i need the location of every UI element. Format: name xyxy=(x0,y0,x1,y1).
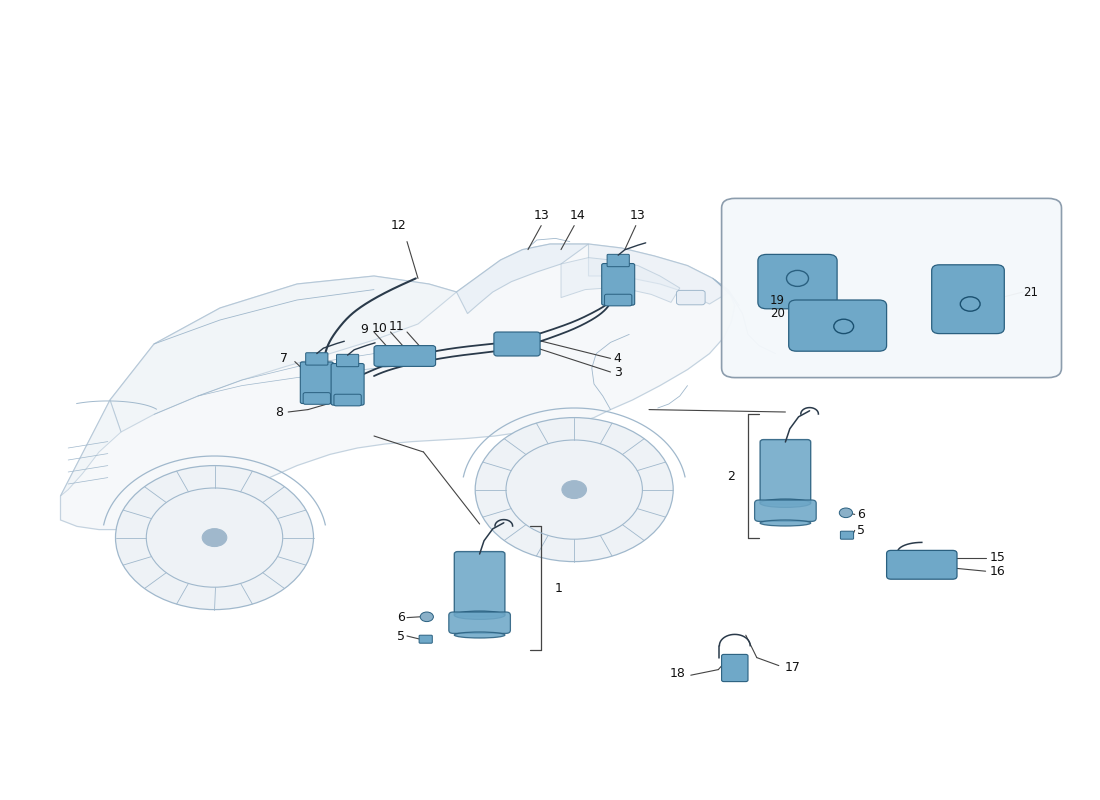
Text: 20: 20 xyxy=(770,307,785,320)
Text: 5: 5 xyxy=(397,630,405,642)
FancyBboxPatch shape xyxy=(494,332,540,356)
FancyBboxPatch shape xyxy=(449,612,510,634)
Text: 21: 21 xyxy=(1023,286,1038,298)
Circle shape xyxy=(839,508,853,518)
FancyBboxPatch shape xyxy=(722,654,748,682)
Text: 14: 14 xyxy=(570,210,585,222)
Text: 1: 1 xyxy=(554,582,562,594)
Text: 16: 16 xyxy=(990,565,1005,578)
FancyBboxPatch shape xyxy=(331,363,364,405)
Text: 6: 6 xyxy=(857,508,865,521)
FancyBboxPatch shape xyxy=(334,394,361,406)
Polygon shape xyxy=(456,244,588,314)
Circle shape xyxy=(562,481,586,498)
FancyBboxPatch shape xyxy=(755,500,816,522)
Polygon shape xyxy=(60,244,735,530)
FancyBboxPatch shape xyxy=(676,290,705,305)
Text: 4: 4 xyxy=(614,352,622,365)
FancyBboxPatch shape xyxy=(337,354,359,366)
Polygon shape xyxy=(588,244,729,304)
FancyBboxPatch shape xyxy=(605,294,631,306)
Text: 15: 15 xyxy=(990,551,1005,564)
Text: 3: 3 xyxy=(614,366,622,378)
Polygon shape xyxy=(110,276,456,432)
FancyBboxPatch shape xyxy=(419,635,432,643)
FancyBboxPatch shape xyxy=(300,362,333,403)
Circle shape xyxy=(202,529,227,546)
FancyBboxPatch shape xyxy=(932,265,1004,334)
FancyBboxPatch shape xyxy=(454,552,505,616)
FancyBboxPatch shape xyxy=(840,531,854,539)
FancyBboxPatch shape xyxy=(607,254,629,266)
Text: 18: 18 xyxy=(670,667,685,680)
FancyBboxPatch shape xyxy=(602,263,635,305)
Text: 6: 6 xyxy=(397,611,405,624)
Text: 2: 2 xyxy=(727,470,735,482)
FancyBboxPatch shape xyxy=(306,353,328,365)
Text: 11: 11 xyxy=(389,320,405,333)
Polygon shape xyxy=(60,400,121,496)
Circle shape xyxy=(116,466,314,610)
Polygon shape xyxy=(561,258,680,302)
FancyBboxPatch shape xyxy=(758,254,837,309)
Ellipse shape xyxy=(454,611,505,619)
Text: 17: 17 xyxy=(784,661,800,674)
FancyBboxPatch shape xyxy=(722,198,1062,378)
Text: 19: 19 xyxy=(770,294,785,306)
Circle shape xyxy=(475,418,673,562)
Text: 10: 10 xyxy=(372,322,387,334)
FancyBboxPatch shape xyxy=(887,550,957,579)
Ellipse shape xyxy=(760,499,811,507)
FancyBboxPatch shape xyxy=(374,346,436,366)
Text: 5: 5 xyxy=(857,524,865,537)
Text: 13: 13 xyxy=(534,210,549,222)
Circle shape xyxy=(420,612,433,622)
Text: 7: 7 xyxy=(280,352,288,365)
FancyBboxPatch shape xyxy=(789,300,887,351)
Ellipse shape xyxy=(454,632,505,638)
Text: 13: 13 xyxy=(630,210,646,222)
Ellipse shape xyxy=(760,520,811,526)
Text: 8: 8 xyxy=(275,406,283,418)
FancyBboxPatch shape xyxy=(760,439,811,504)
Text: 12: 12 xyxy=(390,219,406,232)
Text: 9: 9 xyxy=(361,323,368,336)
FancyBboxPatch shape xyxy=(304,393,330,404)
